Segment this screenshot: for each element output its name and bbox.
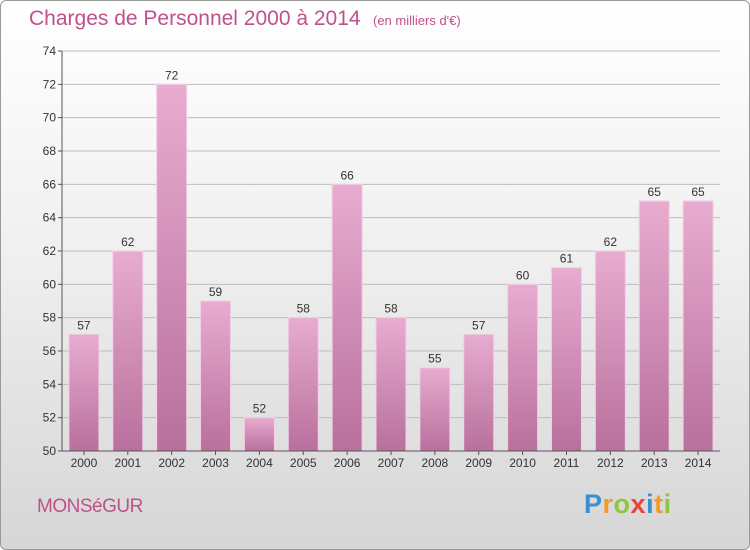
x-tick-label-2011: 2011 <box>554 456 580 470</box>
bar-2002[interactable] <box>156 83 188 452</box>
y-tick-label: 72 <box>43 77 57 91</box>
y-tick-label: 62 <box>43 244 57 258</box>
data-label-2006: 66 <box>340 168 354 182</box>
y-tick-label: 56 <box>43 344 57 358</box>
y-tick-label: 74 <box>43 44 57 58</box>
y-tick-label: 52 <box>43 411 57 425</box>
x-tick-label-2003: 2003 <box>202 456 229 470</box>
x-tick-label-2014: 2014 <box>685 456 712 470</box>
bar-2008[interactable] <box>419 367 451 452</box>
bar-2003[interactable] <box>200 300 232 452</box>
bar-2012[interactable] <box>594 250 626 452</box>
logo-letter: o <box>613 489 631 519</box>
logo-letter: r <box>602 489 614 519</box>
x-tick-label-2006: 2006 <box>334 456 361 470</box>
bar-2010[interactable] <box>507 283 539 452</box>
bar-2011[interactable] <box>550 267 582 452</box>
bar-2014[interactable] <box>682 200 714 452</box>
axes: 50 52 54 56 58 60 62 64 66 68 70 72 74 2000 2001 2002 20… <box>43 44 720 470</box>
bar-2005[interactable] <box>287 317 319 452</box>
bar-2006[interactable] <box>331 183 363 452</box>
x-tick-label-2000: 2000 <box>71 456 98 470</box>
x-tick-label-2012: 2012 <box>597 456 624 470</box>
x-tick-label-2005: 2005 <box>290 456 317 470</box>
data-label-2001: 62 <box>121 235 135 249</box>
logo-letter: i <box>663 489 672 519</box>
data-label-2009: 57 <box>472 318 486 332</box>
x-tick-label-2001: 2001 <box>114 456 141 470</box>
bar-2007[interactable] <box>375 317 407 452</box>
data-label-2004: 52 <box>253 402 267 416</box>
data-label-2014: 65 <box>691 185 705 199</box>
bars: 57 62 72 59 52 58 66 58 55 57 60 61 62 65 65 <box>68 68 714 452</box>
data-label-2000: 57 <box>77 318 91 332</box>
x-tick-label-2004: 2004 <box>246 456 273 470</box>
proxiti-logo[interactable]: Proxiti <box>584 489 672 520</box>
bar-2013[interactable] <box>638 200 670 452</box>
logo-letter: i <box>646 489 655 519</box>
logo-letter: x <box>630 489 647 519</box>
commune-name: MONSéGUR <box>37 496 143 517</box>
bar-2000[interactable] <box>68 333 100 452</box>
x-tick-label-2008: 2008 <box>422 456 449 470</box>
data-label-2008: 55 <box>428 352 442 366</box>
logo-letter: t <box>654 489 664 519</box>
data-label-2012: 62 <box>604 235 618 249</box>
x-tick-label-2009: 2009 <box>465 456 492 470</box>
y-tick-label: 60 <box>43 277 57 291</box>
y-tick-label: 50 <box>43 444 57 458</box>
bar-2004[interactable] <box>243 417 275 452</box>
bar-2009[interactable] <box>463 333 495 452</box>
y-tick-label: 66 <box>43 177 57 191</box>
data-label-2002: 72 <box>165 68 179 82</box>
y-tick-label: 54 <box>43 377 57 391</box>
data-label-2003: 59 <box>209 285 223 299</box>
x-tick-label-2002: 2002 <box>158 456 185 470</box>
bar-2001[interactable] <box>112 250 144 452</box>
data-label-2007: 58 <box>384 302 398 316</box>
data-label-2011: 61 <box>560 252 574 266</box>
data-label-2013: 65 <box>648 185 662 199</box>
y-tick-label: 68 <box>43 144 57 158</box>
data-label-2010: 60 <box>516 268 530 282</box>
x-tick-label-2010: 2010 <box>509 456 536 470</box>
data-label-2005: 58 <box>297 302 311 316</box>
x-tick-label-2013: 2013 <box>641 456 668 470</box>
chart-subtitle: (en milliers d'€) <box>373 13 461 28</box>
y-tick-label: 58 <box>43 311 57 325</box>
chart-title: Charges de Personnel 2000 à 2014 <box>29 7 361 30</box>
logo-letter: P <box>584 489 603 519</box>
y-tick-label: 70 <box>43 111 57 125</box>
y-tick-label: 64 <box>43 211 57 225</box>
x-tick-label-2007: 2007 <box>378 456 405 470</box>
